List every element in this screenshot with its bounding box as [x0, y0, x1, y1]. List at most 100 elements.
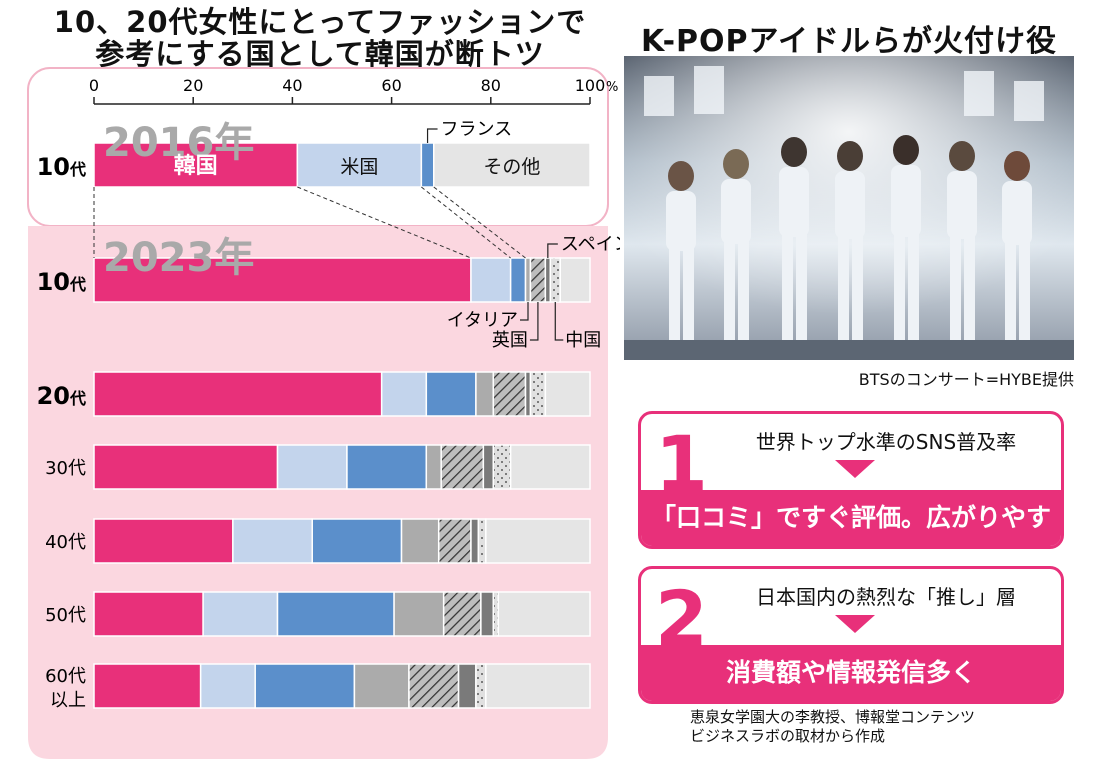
bar-row-1 [93, 257, 591, 303]
point-top-2: 日本国内の熱烈な「推し」層 [756, 585, 1016, 609]
callout-line-4 [554, 302, 564, 341]
row-label-6: 60代 [45, 666, 86, 687]
bar-segment-1-1 [470, 257, 512, 303]
callout-label-2: イタリア [447, 310, 518, 331]
bar-segment-4-1 [232, 518, 313, 564]
callout-label-1: スペイン [561, 234, 620, 255]
bar-segment-1-4 [529, 257, 547, 303]
callout-label-3: 英国 [492, 330, 528, 351]
guide-line-1 [297, 186, 472, 259]
bar-inline-label-0-7: その他 [483, 156, 540, 178]
callout-line-2 [520, 302, 529, 321]
x-unit-label: % [606, 80, 618, 95]
source-line2: ビジネスラボの取材から作成 [690, 727, 886, 745]
bar-segment-5-5 [480, 591, 495, 637]
bar-segment-6-3 [353, 663, 410, 709]
down-arrow-icon [835, 615, 875, 633]
bar-segment-5-2 [276, 591, 395, 637]
bar-segment-2-0 [93, 371, 383, 417]
photo-heading: K-POPアイドルらが火付け役 [640, 24, 1058, 59]
bar-segment-3-3 [425, 444, 442, 490]
guide-line-2 [421, 186, 511, 259]
x-tick-label-80: 80 [481, 76, 501, 95]
bar-segment-6-4 [408, 663, 460, 709]
bar-segment-3-4 [440, 444, 485, 490]
bar-segment-6-5 [457, 663, 477, 709]
point-bottom-2: 消費額や情報発信多く [641, 645, 1061, 701]
bar-segment-0-1 [296, 142, 423, 188]
bar-segment-6-0 [93, 663, 202, 709]
callout-line-3 [529, 302, 539, 341]
bar-segment-6-6 [475, 663, 487, 709]
bar-row-6 [93, 663, 591, 709]
guide-line-3 [433, 186, 526, 259]
point-bottom-1: 「口コミ」ですぐ評価。広がりやすく [641, 490, 1061, 546]
bar-segment-2-2 [425, 371, 477, 417]
bar-segment-1-6 [549, 257, 561, 303]
chart-title-line2: 参考にする国として韓国が断トツ [95, 37, 545, 71]
bars [93, 142, 591, 709]
x-tick-label-100: 100 [575, 76, 606, 95]
bar-segment-6-1 [199, 663, 256, 709]
bar-segment-2-6 [529, 371, 547, 417]
bar-segment-0-7 [433, 142, 591, 188]
concert-photo [624, 56, 1074, 360]
down-arrow-icon [835, 460, 875, 478]
bar-segment-6-2 [254, 663, 356, 709]
row-label-1: 10代 [37, 268, 86, 296]
x-tick-label-40: 40 [282, 76, 302, 95]
row-label-0: 10代 [37, 153, 86, 181]
bar-segment-2-7 [544, 371, 591, 417]
bar-segment-5-3 [393, 591, 445, 637]
bar-segment-4-4 [437, 518, 472, 564]
comparison-guides [93, 128, 564, 341]
x-tick-label-20: 20 [183, 76, 203, 95]
bar-segment-5-1 [202, 591, 279, 637]
bar-segment-5-0 [93, 591, 204, 637]
bar-segment-3-1 [276, 444, 348, 490]
bar-segment-0-2 [420, 142, 435, 188]
row-label-4: 40代 [45, 532, 86, 553]
point-box-1: 1 世界トップ水準のSNS普及率 「口コミ」ですぐ評価。広がりやすく [638, 411, 1064, 549]
bar-segment-3-5 [482, 444, 495, 490]
bar-segment-4-0 [93, 518, 234, 564]
row-label-2: 20代 [37, 382, 86, 410]
bar-segment-5-7 [497, 591, 591, 637]
x-tick-label-60: 60 [381, 76, 401, 95]
bar-row-3 [93, 444, 591, 490]
row-label-3: 30代 [45, 458, 86, 479]
point-box-2: 2 日本国内の熱烈な「推し」層 消費額や情報発信多く [638, 566, 1064, 704]
bar-segment-3-7 [509, 444, 591, 490]
source-note: 恵泉女学園大の李教授、博報堂コンテンツ ビジネスラボの取材から作成 [690, 708, 975, 746]
chart-title-line1: 10、20代女性にとってファッションで [53, 5, 587, 39]
row-label2-6: 以上 [50, 690, 86, 711]
bar-inline-label-0-0: 韓国 [174, 153, 218, 179]
x-tick-label-0: 0 [89, 76, 99, 95]
bar-inline-label-0-1: 米国 [340, 156, 378, 178]
bar-segment-6-7 [485, 663, 591, 709]
bar-segment-3-2 [346, 444, 428, 490]
bar-segment-4-2 [311, 518, 403, 564]
bar-segment-5-4 [442, 591, 482, 637]
bar-segment-3-0 [93, 444, 279, 490]
point-top-1: 世界トップ水準のSNS普及率 [755, 430, 1017, 454]
source-line1: 恵泉女学園大の李教授、博報堂コンテンツ [690, 708, 976, 726]
year-label-2023: 2023年 [103, 235, 254, 281]
bar-segment-4-5 [470, 518, 480, 564]
callout-label-0: フランス [441, 119, 513, 140]
bar-row-4 [93, 518, 591, 564]
bar-segment-4-7 [485, 518, 591, 564]
bar-segment-4-6 [477, 518, 487, 564]
bar-segment-1-2 [509, 257, 527, 303]
bar-segment-2-4 [492, 371, 527, 417]
labels: 2016年 2023年 韓国 米国 その他 10代 10代 20代 30代 40代 50代 60代以上… [37, 119, 620, 711]
bar-segment-3-6 [492, 444, 512, 490]
bar-segment-1-7 [559, 257, 591, 303]
bar-segment-2-1 [380, 371, 428, 417]
x-axis: 0 20 40 60 80 100% [89, 76, 618, 105]
bar-segment-2-3 [475, 371, 495, 417]
callout-label-4: 中国 [565, 330, 601, 351]
stacked-bar-chart: 0 20 40 60 80 100% 2016年 2023年 韓国 米国 その他 10代 10代 20代… [27, 67, 620, 759]
callout-line-1 [547, 243, 558, 258]
callout-line-0 [426, 128, 438, 143]
